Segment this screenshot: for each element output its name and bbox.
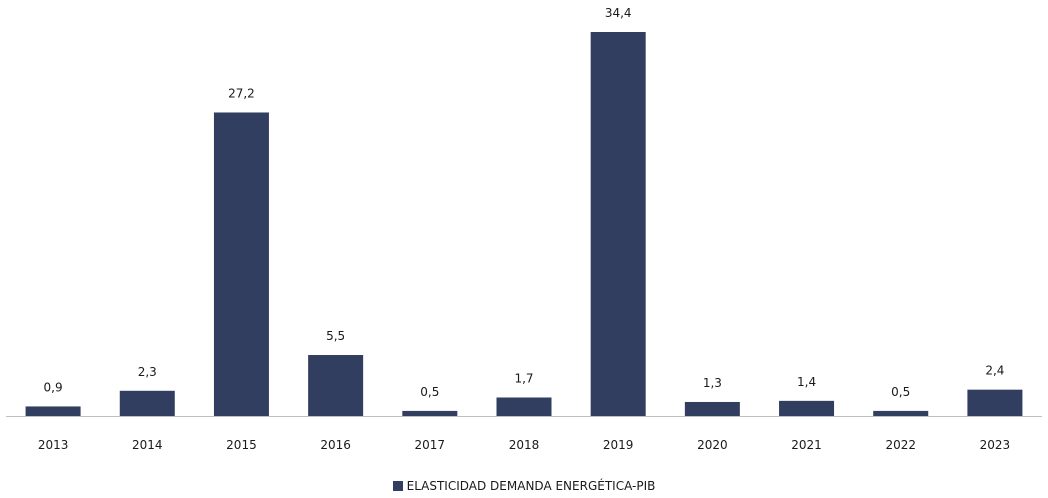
bar-2018 — [496, 397, 552, 417]
bar-2021 — [779, 400, 835, 417]
data-label-2018: 1,7 — [514, 372, 533, 386]
data-label-2021: 1,4 — [797, 375, 816, 389]
bar-2022 — [873, 410, 929, 417]
bar-2013 — [25, 406, 81, 417]
data-label-2016: 5,5 — [326, 329, 345, 343]
data-label-2014: 2,3 — [138, 365, 157, 379]
data-label-2019: 34,4 — [605, 6, 632, 20]
bar-chart: 0,9 2,3 27,2 5,5 0,5 1,7 34,4 1,3 1,4 0,5 2,4 2013… — [6, 6, 1042, 452]
legend-label: ELASTICIDAD DEMANDA ENERGÉTICA-PIB — [406, 479, 656, 493]
bar-2016 — [308, 355, 364, 417]
bar-2014 — [119, 390, 175, 417]
data-label-2017: 0,5 — [420, 385, 439, 399]
x-tick-label-2019: 2019 — [603, 438, 634, 452]
x-tick-label-2014: 2014 — [132, 438, 163, 452]
x-tick-label-2023: 2023 — [980, 438, 1011, 452]
x-tick-label-2016: 2016 — [320, 438, 351, 452]
x-tick-label-2020: 2020 — [697, 438, 728, 452]
x-tick-labels-layer: 2013 2014 2015 2016 2017 2018 2019 2020 2021 2022… — [38, 438, 1010, 452]
data-label-2015: 27,2 — [228, 86, 255, 100]
data-label-2020: 1,3 — [703, 376, 722, 390]
bar-2017 — [402, 410, 458, 417]
x-tick-label-2021: 2021 — [791, 438, 822, 452]
x-tick-label-2013: 2013 — [38, 438, 69, 452]
x-tick-label-2018: 2018 — [509, 438, 540, 452]
bar-2015 — [213, 112, 269, 417]
data-labels-layer: 0,9 2,3 27,2 5,5 0,5 1,7 34,4 1,3 1,4 0,5 2,4 — [44, 6, 1005, 399]
bar-2019 — [590, 32, 646, 417]
legend: ELASTICIDAD DEMANDA ENERGÉTICA-PIB — [0, 478, 1048, 494]
bar-2023 — [967, 389, 1023, 417]
x-tick-label-2017: 2017 — [415, 438, 446, 452]
x-tick-label-2015: 2015 — [226, 438, 257, 452]
data-label-2022: 0,5 — [891, 385, 910, 399]
legend-swatch — [392, 481, 403, 491]
bars-layer — [25, 32, 1023, 417]
data-label-2013: 0,9 — [44, 380, 63, 394]
x-tick-label-2022: 2022 — [885, 438, 916, 452]
bar-2020 — [684, 401, 740, 417]
data-label-2023: 2,4 — [985, 364, 1004, 378]
